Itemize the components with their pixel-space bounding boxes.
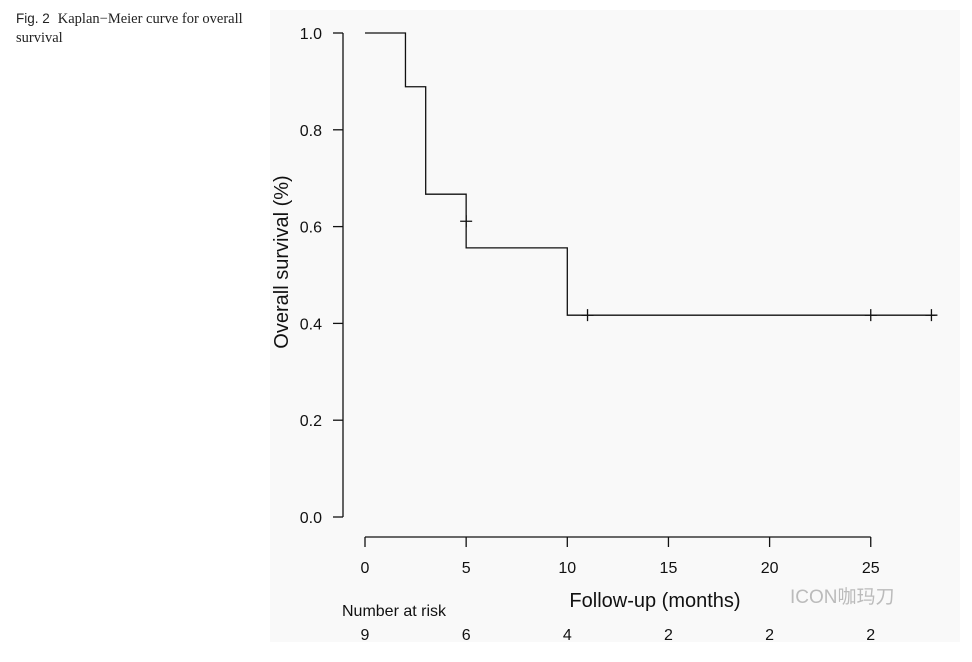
y-tick-label: 0.2 [300, 413, 322, 430]
x-axis-label: Follow-up (months) [569, 590, 740, 612]
censor-mark [460, 215, 473, 228]
risk-table: 9 6 4 2 2 2 [361, 627, 876, 644]
survival-step-line [365, 32, 936, 316]
risk-count: 2 [664, 627, 673, 644]
risk-count: 2 [765, 627, 774, 644]
y-tick-label: 0.8 [300, 123, 322, 140]
risk-count: 6 [462, 627, 471, 644]
x-tick-label: 10 [558, 560, 576, 577]
watermark: ICON咖玛刀 [790, 586, 895, 608]
risk-table-label: Number at risk [342, 603, 447, 620]
axes: 0.0 0.2 0.4 0.6 0.8 1.0 0 5 10 15 20 25 [300, 26, 880, 577]
figure-caption: Fig. 2 Kaplan−Meier curve for overall sur… [16, 9, 256, 48]
x-tick-label: 0 [361, 560, 370, 577]
y-tick-label: 0.4 [300, 316, 322, 333]
censor-mark [864, 309, 877, 322]
risk-count: 2 [866, 627, 875, 644]
x-tick-label: 15 [660, 560, 678, 577]
survival-curve [365, 32, 938, 322]
y-tick-label: 0.0 [300, 510, 322, 527]
figure-label: Fig. 2 [16, 11, 50, 26]
y-axis-label: Overall survival (%) [271, 175, 293, 348]
censor-mark [925, 309, 938, 322]
x-tick-label: 5 [462, 560, 471, 577]
x-tick-label: 20 [761, 560, 779, 577]
risk-count: 9 [361, 627, 370, 644]
risk-count: 4 [563, 627, 572, 644]
y-tick-label: 0.6 [300, 220, 322, 237]
figure-caption-text: Kaplan−Meier curve for overall survival [16, 11, 243, 46]
y-tick-label: 1.0 [300, 26, 322, 43]
censor-mark [581, 309, 594, 322]
x-tick-label: 25 [862, 560, 880, 577]
